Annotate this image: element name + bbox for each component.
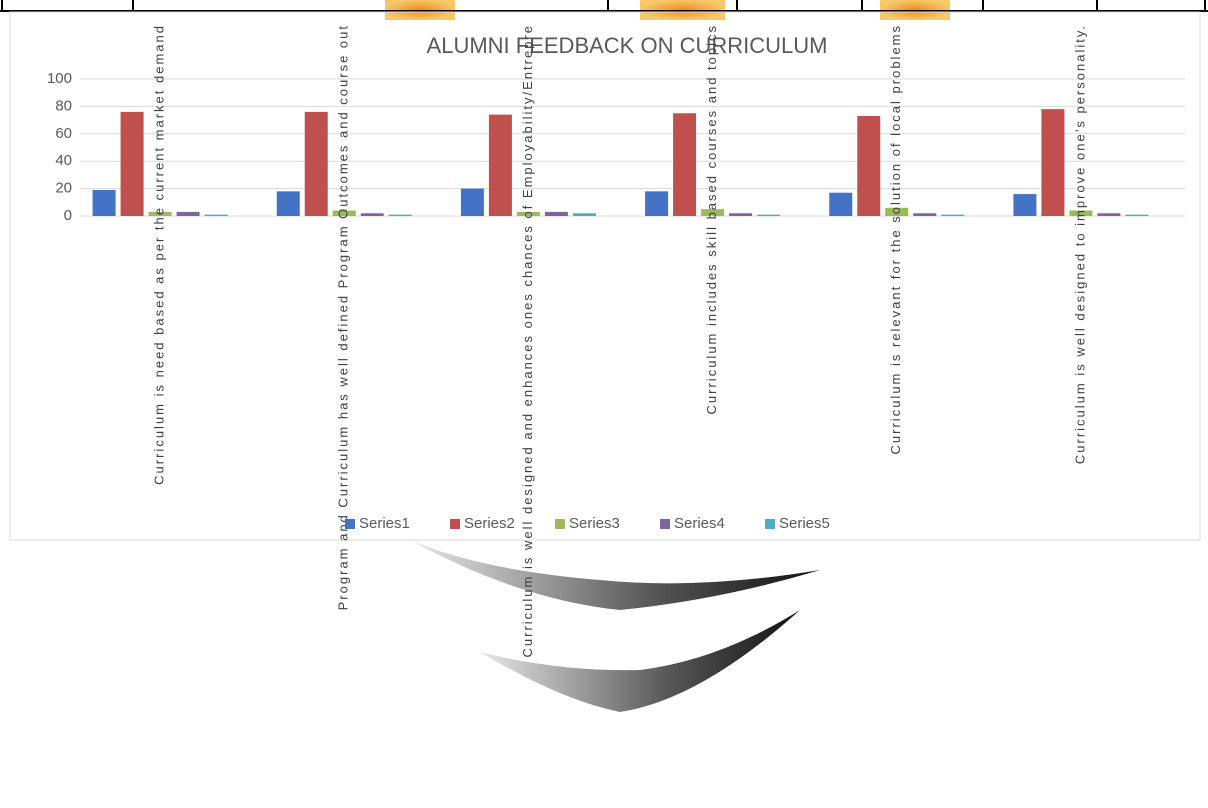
y-tick-label: 100 [47,70,72,87]
bar [757,214,781,216]
bar [572,213,596,216]
x-tick-label: Curriculum is well designed and enhances… [520,24,535,657]
legend-label: Series1 [359,515,410,532]
x-tick-label: Curriculum includes skill based courses … [704,24,719,414]
bar [729,213,753,216]
bar [544,211,568,216]
bar [276,191,300,216]
x-tick-label: Program and Curriculum has well defined … [336,24,351,610]
legend-label: Series4 [674,515,725,532]
bar [885,207,909,216]
x-tick-label: Curriculum is relevant for the solution … [888,24,903,454]
legend-label: Series5 [779,515,830,532]
y-tick-label: 0 [64,207,72,224]
legend-label: Series3 [569,515,620,532]
bar [516,211,540,216]
bar [332,210,356,216]
y-tick-label: 40 [55,152,72,169]
y-tick-label: 60 [55,125,72,142]
bar [304,111,328,216]
bar [176,211,200,216]
bar [204,214,228,216]
bar [1013,194,1037,216]
legend-label: Series2 [464,515,515,532]
bar [829,192,853,216]
bar [92,189,116,216]
bar [148,211,172,216]
bar [645,191,669,216]
bar [1125,214,1149,216]
bar [673,113,697,216]
bar [913,213,937,216]
y-tick-label: 20 [55,180,72,197]
y-tick-label: 80 [55,97,72,114]
bar [1069,210,1093,216]
bar [701,209,725,216]
legend-swatch [450,519,460,529]
decoration [0,0,1208,712]
bar [1097,213,1121,216]
legend-swatch [765,519,775,529]
bar [388,214,412,216]
x-tick-label: Curriculum is well designed to improve o… [1072,24,1087,464]
legend-swatch [345,519,355,529]
bar [360,213,384,216]
bar [460,188,484,216]
bar [1041,109,1065,216]
bar [857,115,881,216]
bar [120,111,144,216]
x-tick-label: Curriculum is need based as per the curr… [152,24,167,485]
chart-title: ALUMNI FEEDBACK ON CURRICULUM [427,33,828,58]
bar [941,214,965,216]
bar [488,114,512,216]
legend-swatch [660,519,670,529]
legend-swatch [555,519,565,529]
